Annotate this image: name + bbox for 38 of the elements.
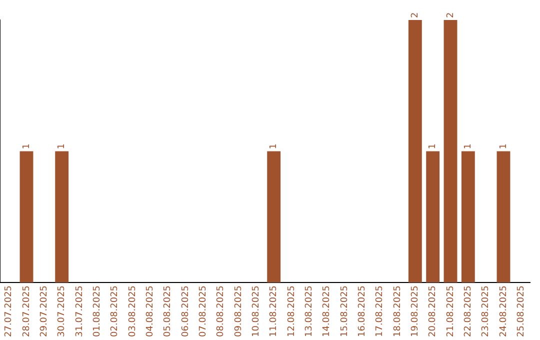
x-tick-label: 31.07.2025 [74, 285, 85, 337]
x-tick-label: 11.08.2025 [269, 285, 280, 337]
x-tick-label: 03.08.2025 [128, 285, 138, 337]
x-tick-label: 18.08.2025 [392, 285, 403, 337]
x-tick-label: 16.08.2025 [358, 285, 368, 337]
x-tick-label: 30.07.2025 [57, 285, 68, 337]
x-tick-label: 10.08.2025 [252, 285, 262, 337]
x-tick-label: 02.08.2025 [110, 285, 120, 337]
x-tick-label: 04.08.2025 [146, 285, 156, 337]
data-label: 1 [269, 144, 280, 150]
data-label: 2 [410, 12, 421, 18]
data-label: 1 [22, 144, 32, 150]
x-tick-label: 01.08.2025 [92, 285, 103, 337]
x-tick-label: 29.07.2025 [40, 285, 50, 337]
x-tick-label: 15.08.2025 [340, 285, 350, 337]
x-tick-label: 17.08.2025 [375, 285, 386, 337]
x-tick-label: 22.08.2025 [464, 285, 474, 337]
x-tick-label: 09.08.2025 [234, 285, 244, 337]
data-label: 2 [446, 12, 456, 18]
data-label: 1 [498, 144, 509, 150]
data-label: 1 [428, 144, 438, 150]
x-tick-label: 21.08.2025 [446, 285, 456, 337]
x-tick-label: 27.07.2025 [4, 285, 14, 337]
x-tick-label: 12.08.2025 [286, 285, 297, 337]
x-tick-label: 13.08.2025 [304, 285, 315, 337]
x-tick-label: 06.08.2025 [180, 285, 191, 337]
x-tick-label: 05.08.2025 [163, 285, 174, 337]
x-tick-label: 14.08.2025 [322, 285, 332, 337]
x-tick-label: 28.07.2025 [22, 285, 32, 337]
data-label: 1 [57, 144, 68, 150]
x-tick-label: 07.08.2025 [198, 285, 209, 337]
x-tick-label: 25.08.2025 [516, 285, 527, 337]
x-tick-label: 20.08.2025 [428, 285, 438, 337]
x-tick-label: 24.08.2025 [498, 285, 509, 337]
x-tick-label: 08.08.2025 [216, 285, 226, 337]
data-label: 1 [464, 144, 474, 150]
x-tick-label: 19.08.2025 [410, 285, 421, 337]
x-tick-label: 23.08.2025 [481, 285, 492, 337]
